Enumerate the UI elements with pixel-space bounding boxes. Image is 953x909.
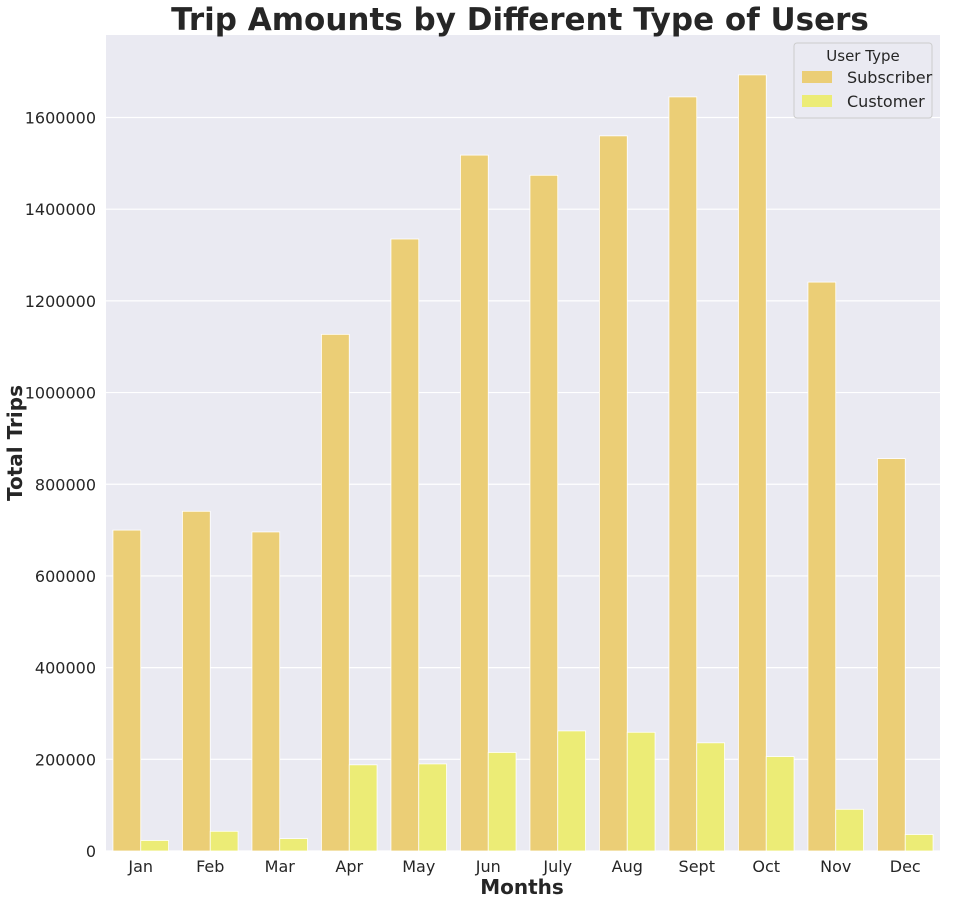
bar-subscriber-may	[390, 238, 420, 852]
x-tick-labels: Jan Feb Mar Apr May Jun July Aug Sept Oct Nov Dec	[127, 857, 920, 876]
x-tick-label: Jun	[475, 857, 501, 876]
gridlines	[106, 116, 940, 852]
y-tick-label: 1600000	[25, 109, 96, 128]
x-axis-label: Months	[480, 875, 564, 899]
x-tick-label: Jan	[127, 857, 153, 876]
x-tick-label: Dec	[890, 857, 921, 876]
legend-label-subscriber: Subscriber	[847, 68, 933, 87]
y-tick-label: 1200000	[25, 292, 96, 311]
bar-customer-july	[557, 730, 586, 852]
bar-customer-dec	[904, 834, 934, 852]
legend-title: User Type	[826, 47, 899, 65]
y-tick-labels: 0 200000 400000 600000 800000 1000000 1200000 1…	[25, 109, 96, 861]
bar-customer-apr	[348, 764, 378, 852]
legend-label-customer: Customer	[847, 92, 925, 111]
bar-customer-mar	[279, 838, 308, 852]
bar-customer-may	[418, 763, 447, 852]
y-tick-label: 400000	[35, 659, 96, 678]
y-tick-label: 1400000	[25, 200, 96, 219]
bar-subscriber-oct	[738, 74, 767, 852]
bar-subscriber-jun	[460, 154, 489, 852]
y-tick-label: 800000	[35, 475, 96, 494]
legend: User Type Subscriber Customer	[793, 42, 933, 119]
x-tick-label: May	[402, 857, 435, 876]
bar-customer-jan	[140, 840, 169, 852]
x-tick-label: Mar	[265, 857, 296, 876]
x-tick-label: Nov	[820, 857, 851, 876]
legend-swatch-customer	[802, 95, 832, 107]
bar-subscriber-dec	[877, 458, 906, 852]
x-tick-label: Feb	[196, 857, 224, 876]
x-tick-label: Sept	[679, 857, 715, 876]
y-tick-label: 0	[86, 842, 96, 861]
bar-subscriber-nov	[807, 281, 837, 852]
x-tick-label: July	[542, 857, 572, 876]
x-tick-label: Apr	[335, 857, 363, 876]
bar-subscriber-july	[529, 174, 559, 852]
x-tick-label: Aug	[612, 857, 643, 876]
bar-customer-nov	[835, 808, 864, 852]
y-tick-label: 600000	[35, 567, 96, 586]
x-tick-label: Oct	[752, 857, 780, 876]
bars	[112, 74, 934, 852]
bar-subscriber-mar	[251, 531, 281, 852]
bar-customer-jun	[487, 752, 517, 852]
bar-subscriber-apr	[321, 333, 350, 852]
bar-customer-oct	[765, 756, 795, 852]
bar-subscriber-sept	[668, 96, 698, 852]
plot-background	[106, 35, 940, 851]
y-axis-label: Total Trips	[3, 385, 27, 501]
legend-swatch-subscriber	[802, 71, 832, 83]
bar-subscriber-aug	[599, 135, 628, 852]
bar-subscriber-feb	[182, 510, 211, 852]
y-tick-label: 1000000	[25, 384, 96, 403]
bar-customer-aug	[626, 731, 656, 852]
chart-title: Trip Amounts by Different Type of Users	[171, 2, 869, 38]
bar-customer-sept	[696, 742, 725, 852]
bar-subscriber-jan	[112, 529, 142, 852]
y-tick-label: 200000	[35, 750, 96, 769]
bar-customer-feb	[209, 830, 239, 852]
